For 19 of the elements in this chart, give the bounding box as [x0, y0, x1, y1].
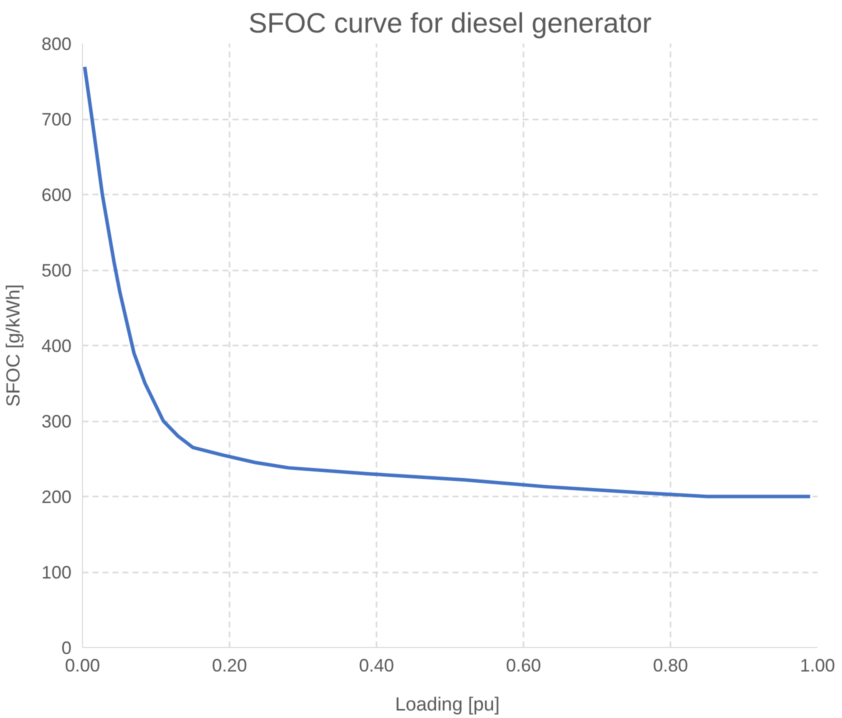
x-tick-label: 0.20: [212, 656, 248, 676]
x-tick-label: 0.60: [506, 656, 542, 676]
x-tick-label: 0.40: [358, 656, 394, 676]
y-tick-label: 600: [41, 185, 72, 205]
y-tick-label: 800: [41, 34, 72, 54]
y-tick-label: 200: [41, 487, 72, 507]
y-tick-label: 100: [41, 562, 72, 582]
x-axis-title: Loading [pu]: [395, 694, 500, 716]
x-tick-label: 0.80: [652, 656, 688, 676]
y-axis-title: SFOC [g/kWh]: [3, 284, 24, 407]
y-tick-label: 500: [41, 260, 72, 280]
y-tick-label: 700: [41, 110, 72, 130]
y-tick-label: 300: [41, 412, 72, 432]
x-tick-label: 1.00: [800, 656, 836, 676]
chart-title: SFOC curve for diesel generator: [248, 8, 652, 38]
y-tick-label: 400: [41, 336, 72, 356]
y-tick-label: 0: [61, 638, 72, 658]
x-tick-label: 0.00: [64, 656, 100, 676]
line-series: [82, 65, 812, 498]
